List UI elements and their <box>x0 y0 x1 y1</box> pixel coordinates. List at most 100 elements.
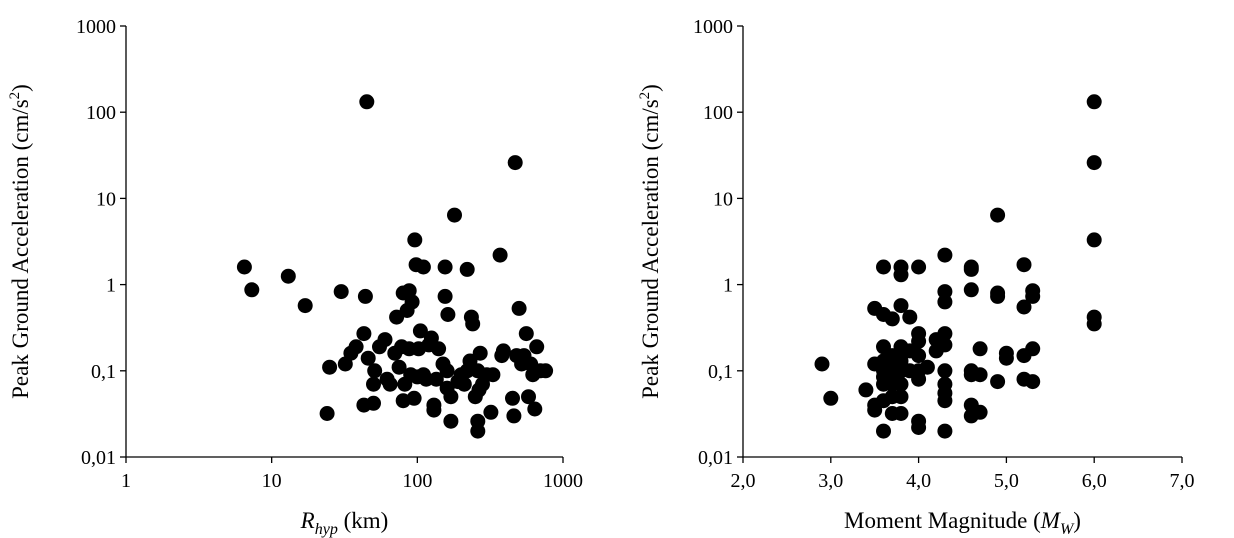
data-point <box>1086 232 1102 248</box>
data-point <box>297 298 313 314</box>
data-point <box>367 363 383 379</box>
y-tick-label: 0,01 <box>81 447 116 469</box>
pga-vs-magnitude-chart: 0,01 0,1 1 10 100 1000 2,0 3,0 4,0 5,0 6,0 7,0 Momen… <box>637 16 1195 538</box>
data-point <box>1086 316 1102 332</box>
data-point <box>963 261 979 277</box>
data-point <box>404 294 420 310</box>
data-point <box>972 404 988 420</box>
data-point <box>456 376 472 392</box>
y-tick-label: 1000 <box>693 16 733 38</box>
data-point <box>911 348 927 364</box>
data-point <box>937 423 953 439</box>
data-point <box>911 259 927 275</box>
data-point <box>333 284 349 300</box>
data-point <box>322 359 338 375</box>
y-tick-label: 1 <box>723 275 733 297</box>
x-axis-label: Moment Magnitude (MW) <box>844 508 1081 538</box>
x-axis-label: Rhyp (km) <box>300 508 389 538</box>
data-point <box>1025 374 1041 390</box>
data-point <box>937 363 953 379</box>
data-point <box>506 408 522 424</box>
data-point <box>990 207 1006 223</box>
data-point <box>470 413 486 429</box>
data-point <box>280 268 296 284</box>
data-point <box>1025 341 1041 357</box>
data-point <box>919 359 935 375</box>
data-point <box>876 423 891 439</box>
data-point <box>495 343 511 359</box>
data-point <box>465 316 481 332</box>
x-tick-label: 1 <box>121 470 131 492</box>
data-point <box>459 261 475 277</box>
data-point <box>377 332 393 348</box>
data-point <box>518 326 534 342</box>
data-point <box>366 395 381 411</box>
data-point <box>1025 288 1041 304</box>
data-point <box>439 363 455 379</box>
data-point <box>937 393 953 409</box>
data-point <box>415 259 431 275</box>
x-tick-label: 100 <box>402 470 432 492</box>
data-point <box>990 288 1006 304</box>
data-point <box>244 282 260 298</box>
data-point <box>990 374 1006 390</box>
data-point <box>538 363 554 379</box>
x-tick-label: 4,0 <box>906 470 931 492</box>
y-tick-label: 0,01 <box>698 447 733 469</box>
data-point <box>483 404 499 420</box>
data-point <box>937 326 953 342</box>
data-point <box>911 333 927 349</box>
data-point <box>1016 299 1032 315</box>
pga-vs-distance-chart: 0,01 0,1 1 10 100 1000 1 10 100 1000 Rhyp (km) Peak… <box>7 16 583 538</box>
x-tick-label: 1000 <box>543 470 583 492</box>
data-point <box>937 337 953 353</box>
data-point <box>1016 257 1032 273</box>
data-point <box>911 420 927 435</box>
data-point <box>876 259 891 275</box>
data-point <box>902 309 918 325</box>
data-point <box>998 350 1014 366</box>
y-tick-label: 10 <box>713 188 733 210</box>
data-point <box>505 390 520 406</box>
data-point <box>893 406 909 421</box>
data-point <box>511 300 527 316</box>
y-axis-label: Peak Ground Acceleration (cm/s2) <box>7 84 33 399</box>
x-tick-label: 5,0 <box>994 470 1019 492</box>
y-axis-label: Peak Ground Acceleration (cm/s2) <box>637 84 663 399</box>
data-point <box>407 232 423 248</box>
data-point <box>437 259 453 275</box>
x-tick-label: 6,0 <box>1082 470 1107 492</box>
data-point <box>858 382 874 398</box>
data-point <box>1086 94 1102 110</box>
data-point <box>937 284 953 300</box>
data-point <box>867 402 883 418</box>
data-point <box>366 376 381 392</box>
data-point <box>884 311 900 327</box>
x-tick-label: 10 <box>262 470 282 492</box>
data-point <box>485 367 501 383</box>
data-point <box>447 207 462 223</box>
data-point <box>348 339 364 355</box>
data-point <box>356 326 372 342</box>
data-point <box>527 401 543 417</box>
data-point <box>428 371 444 387</box>
y-tick-label: 1 <box>106 275 116 297</box>
data-point <box>972 341 988 357</box>
data-point <box>937 247 953 263</box>
y-tick-label: 1000 <box>76 16 116 38</box>
data-point <box>437 288 453 304</box>
data-point <box>359 94 375 110</box>
x-tick-label: 2,0 <box>731 470 756 492</box>
data-point <box>443 413 459 429</box>
data-point <box>814 356 830 372</box>
y-tick-label: 100 <box>86 102 116 124</box>
data-point <box>443 389 459 405</box>
data-point <box>406 390 422 406</box>
data-point <box>972 367 988 383</box>
y-tick-label: 0,1 <box>91 361 116 383</box>
y-tick-label: 10 <box>96 188 116 210</box>
data-point <box>893 376 909 392</box>
data-point <box>893 267 909 283</box>
data-point <box>893 389 909 405</box>
